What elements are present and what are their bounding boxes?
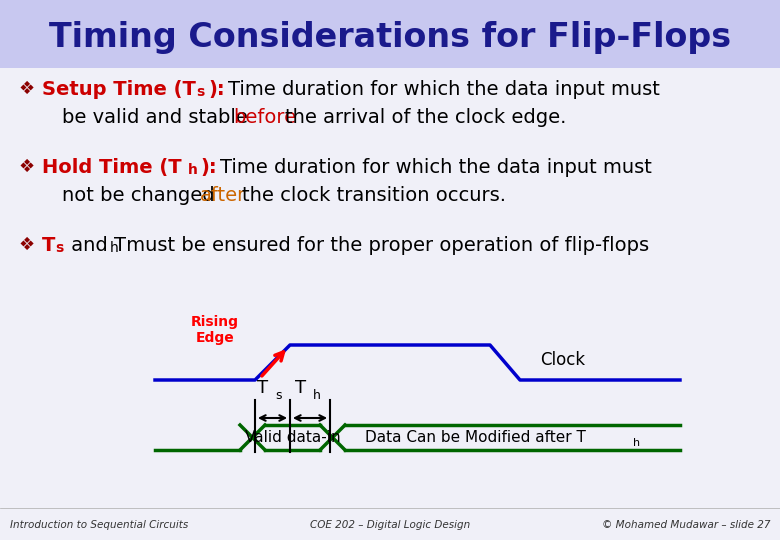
Text: not be changed: not be changed xyxy=(62,186,221,205)
Text: ❖: ❖ xyxy=(18,158,34,176)
Text: after: after xyxy=(200,186,246,205)
Text: s: s xyxy=(55,241,63,255)
Text: ❖: ❖ xyxy=(18,80,34,98)
Text: ):: ): xyxy=(208,80,225,99)
Text: h: h xyxy=(313,389,321,402)
Text: the clock transition occurs.: the clock transition occurs. xyxy=(242,186,506,205)
Bar xyxy=(0,68,780,540)
Text: Time duration for which the data input must: Time duration for which the data input m… xyxy=(220,158,652,177)
Text: Valid data-in: Valid data-in xyxy=(245,430,340,445)
Text: ):: ): xyxy=(200,158,217,177)
Text: h: h xyxy=(188,163,198,177)
Text: h: h xyxy=(110,241,119,255)
Text: the arrival of the clock edge.: the arrival of the clock edge. xyxy=(285,108,566,127)
Text: ❖: ❖ xyxy=(18,236,34,254)
Text: T: T xyxy=(295,379,306,397)
Text: must be ensured for the proper operation of flip-flops: must be ensured for the proper operation… xyxy=(120,236,649,255)
Text: Hold Time (T: Hold Time (T xyxy=(42,158,182,177)
Text: © Mohamed Mudawar – slide 27: © Mohamed Mudawar – slide 27 xyxy=(601,520,770,530)
Bar xyxy=(0,0,780,68)
Text: Setup Time (T: Setup Time (T xyxy=(42,80,196,99)
Text: Rising
Edge: Rising Edge xyxy=(191,315,239,345)
Text: Introduction to Sequential Circuits: Introduction to Sequential Circuits xyxy=(10,520,188,530)
Text: before: before xyxy=(233,108,296,127)
Text: T: T xyxy=(257,379,268,397)
Text: Timing Considerations for Flip-Flops: Timing Considerations for Flip-Flops xyxy=(49,22,731,55)
Text: T: T xyxy=(42,236,55,255)
Text: Data Can be Modified after T: Data Can be Modified after T xyxy=(365,430,586,445)
Text: h: h xyxy=(633,437,640,448)
Text: s: s xyxy=(196,85,204,99)
Text: s: s xyxy=(275,389,282,402)
Text: and T: and T xyxy=(65,236,126,255)
Text: COE 202 – Digital Logic Design: COE 202 – Digital Logic Design xyxy=(310,520,470,530)
Text: be valid and stable: be valid and stable xyxy=(62,108,254,127)
Text: Clock: Clock xyxy=(540,351,585,369)
Text: Time duration for which the data input must: Time duration for which the data input m… xyxy=(228,80,660,99)
